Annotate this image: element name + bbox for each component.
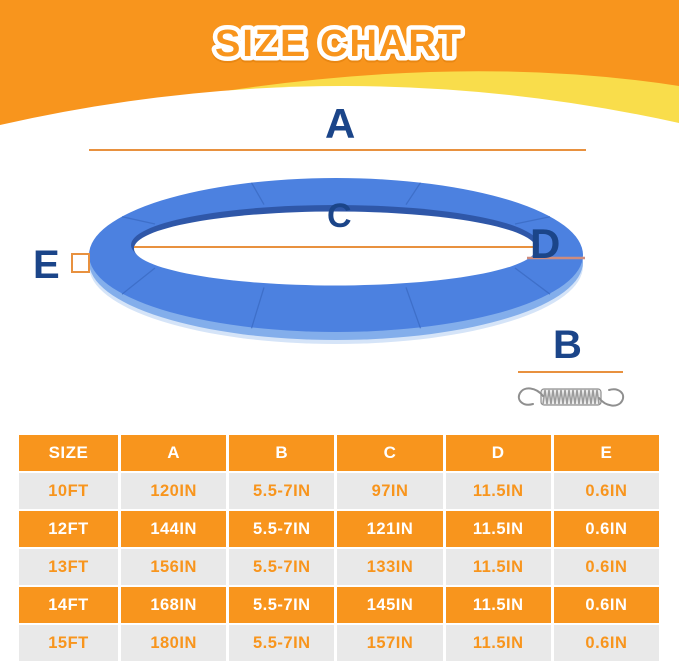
table-cell: 5.5-7IN: [229, 587, 335, 623]
table-cell: 0.6IN: [553, 511, 659, 547]
table-cell: 120IN: [121, 473, 227, 509]
label-c: C: [327, 197, 352, 235]
table-header-cell: D: [445, 435, 551, 471]
table-cell: 12FT: [19, 511, 118, 547]
table-cell: 0.6IN: [553, 587, 659, 623]
table-header-cell: A: [121, 435, 227, 471]
table-cell: 5.5-7IN: [229, 549, 335, 585]
table-cell: 5.5-7IN: [229, 625, 335, 661]
table-cell: 5.5-7IN: [229, 473, 335, 509]
spring-icon: [517, 387, 625, 407]
table-cell: 5.5-7IN: [229, 511, 335, 547]
table-header-cell: B: [229, 435, 335, 471]
table-cell: 14FT: [19, 587, 118, 623]
table-cell: 0.6IN: [553, 549, 659, 585]
pad-segment-lines: [121, 182, 551, 329]
table-cell: 144IN: [121, 511, 227, 547]
label-a: A: [325, 100, 356, 147]
table-cell: 10FT: [19, 473, 118, 509]
table-cell: 156IN: [121, 549, 227, 585]
table-cell: 11.5IN: [445, 549, 551, 585]
page-title: SIZE CHART: [215, 23, 463, 65]
table-cell: 11.5IN: [445, 625, 551, 661]
table-cell: 97IN: [337, 473, 443, 509]
label-d: D: [530, 220, 561, 267]
table-cell: 11.5IN: [445, 587, 551, 623]
table-cell: 0.6IN: [553, 473, 659, 509]
dimension-box-e: [71, 253, 90, 273]
trampoline-pad-diagram: [89, 178, 583, 344]
table-cell: 145IN: [337, 587, 443, 623]
label-e: E: [33, 243, 60, 287]
table-header-cell: E: [553, 435, 659, 471]
table-cell: 168IN: [121, 587, 227, 623]
table-cell: 133IN: [337, 549, 443, 585]
table-cell: 11.5IN: [445, 473, 551, 509]
table-cell: 13FT: [19, 549, 118, 585]
table-header-cell: SIZE: [19, 435, 118, 471]
label-b: B: [553, 323, 582, 367]
table-cell: 0.6IN: [553, 625, 659, 661]
table-cell: 11.5IN: [445, 511, 551, 547]
table-cell: 15FT: [19, 625, 118, 661]
table-cell: 121IN: [337, 511, 443, 547]
table-cell: 157IN: [337, 625, 443, 661]
size-table: SIZE A B C D E 10FT 120IN 5.5-7IN 97IN 11.5IN 0.6IN…: [19, 435, 659, 661]
table-header-cell: C: [337, 435, 443, 471]
table-cell: 180IN: [121, 625, 227, 661]
pad-hole: [134, 211, 536, 286]
